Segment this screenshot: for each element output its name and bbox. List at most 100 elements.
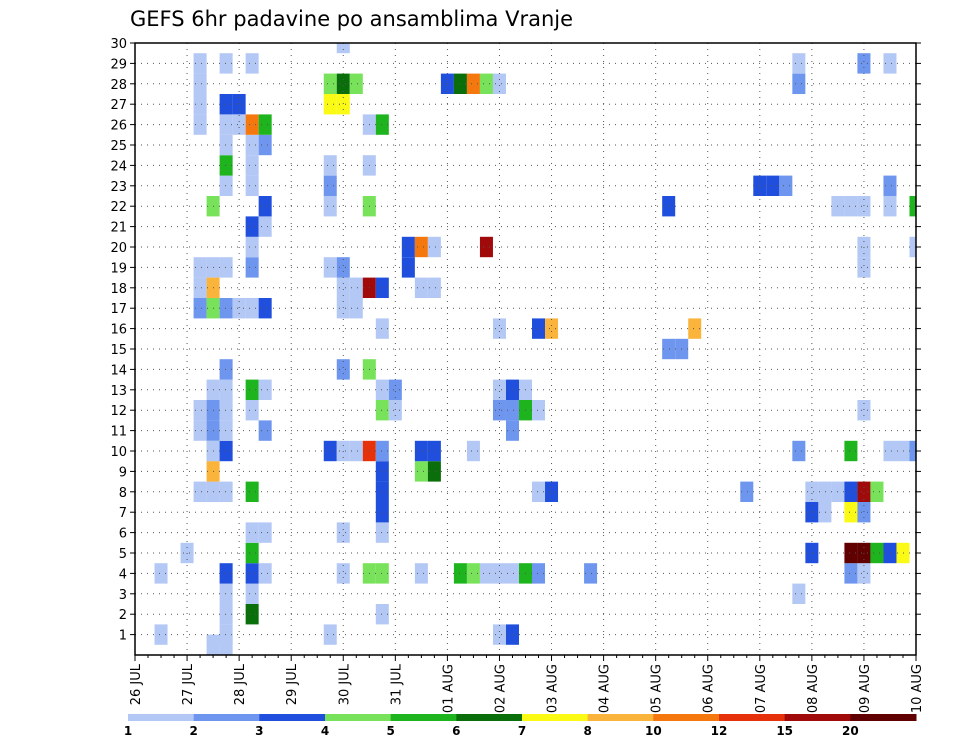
precip-cell	[154, 563, 168, 584]
y-tick-label: 26	[110, 119, 127, 134]
precip-cell	[857, 53, 871, 74]
precip-cell	[453, 73, 467, 94]
precip-cell	[232, 298, 246, 319]
precip-cell	[245, 604, 259, 625]
y-tick-label: 8	[119, 486, 127, 501]
precip-cell	[193, 420, 207, 441]
precip-cell	[336, 298, 350, 319]
precip-cell	[245, 563, 259, 584]
precip-cell	[245, 175, 259, 196]
y-tick-label: 15	[110, 343, 127, 358]
colorbar-swatch	[259, 714, 326, 721]
precip-cell	[857, 481, 871, 502]
precip-cell	[401, 236, 415, 258]
precip-cell	[219, 134, 233, 156]
precip-cell	[844, 196, 858, 217]
colorbar-label: 1	[124, 724, 132, 738]
precip-cell	[427, 440, 441, 462]
precip-cell	[349, 277, 363, 298]
y-tick-label: 1	[119, 629, 127, 644]
precip-cell	[505, 420, 519, 441]
precip-cell	[818, 502, 832, 523]
precip-cell	[258, 379, 272, 400]
precip-cell	[584, 563, 598, 584]
precip-cell	[792, 440, 806, 462]
precip-cell	[414, 440, 428, 462]
precip-cell	[336, 94, 350, 115]
precip-cell	[219, 481, 233, 502]
precip-cell	[805, 481, 819, 502]
precip-cell	[245, 53, 259, 74]
precip-cell	[232, 94, 246, 115]
precip-cell	[896, 440, 910, 462]
x-tick-label: 06 AUG	[702, 664, 717, 713]
y-tick-label: 10	[110, 445, 127, 460]
colorbar-swatch	[128, 714, 195, 721]
colorbar-swatch	[390, 714, 457, 721]
precip-cell	[401, 257, 415, 278]
precip-cell	[219, 359, 233, 380]
precip-cell	[219, 155, 233, 176]
precip-cell	[193, 481, 207, 502]
precip-cell	[245, 522, 259, 543]
precip-cell	[414, 461, 428, 482]
precip-cell	[532, 400, 546, 421]
y-tick-label: 25	[110, 139, 127, 154]
precip-cell	[532, 318, 546, 339]
y-tick-label: 28	[110, 78, 127, 93]
x-tick-label: 05 AUG	[650, 664, 665, 713]
precip-cell	[219, 175, 233, 196]
x-tick-label: 30 JUL	[337, 663, 352, 705]
precip-cell	[193, 400, 207, 421]
chart-title: GEFS 6hr padavine po ansamblima Vranje	[130, 7, 573, 31]
precip-cell	[258, 196, 272, 217]
precip-cell	[857, 196, 871, 217]
precip-cell	[323, 440, 337, 462]
colorbar-label: 20	[842, 724, 859, 738]
y-tick-label: 13	[110, 384, 127, 399]
precip-cell	[545, 318, 559, 339]
precip-cell	[245, 481, 259, 502]
precip-cell	[479, 73, 493, 94]
colorbar-label: 6	[452, 724, 460, 738]
precip-cell	[336, 359, 350, 380]
precip-cell	[219, 257, 233, 278]
y-tick-label: 19	[110, 261, 127, 276]
precip-cell	[505, 624, 519, 645]
y-tick-label: 4	[119, 567, 127, 582]
precip-cell	[375, 400, 389, 421]
precip-cell	[206, 634, 220, 655]
colorbar-label: 3	[255, 724, 263, 738]
precip-cell	[883, 53, 897, 74]
precip-cell	[219, 563, 233, 584]
precip-cell	[479, 236, 493, 258]
precip-cell	[258, 114, 272, 135]
y-tick-label: 22	[110, 200, 127, 215]
colorbar-label: 8	[583, 724, 591, 738]
colorbar-label: 2	[189, 724, 197, 738]
y-tick-label: 7	[119, 506, 127, 521]
precip-cell	[245, 134, 259, 156]
colorbar-label: 4	[321, 724, 329, 738]
precip-cell	[323, 175, 337, 196]
precip-cell	[662, 338, 676, 360]
precip-cell	[232, 114, 246, 135]
colorbar-swatch	[719, 714, 786, 721]
precip-cell	[219, 94, 233, 115]
precip-cell	[792, 53, 806, 74]
precip-cell	[336, 277, 350, 298]
precip-cell	[193, 94, 207, 115]
precip-cell	[375, 114, 389, 135]
precip-cell	[766, 175, 780, 196]
colorbar-swatch	[653, 714, 720, 721]
colorbar-legend: 1 2 3 4 5 6 7 8 10 12 15 20	[124, 714, 917, 738]
precip-cell	[336, 563, 350, 584]
precip-cell	[193, 277, 207, 298]
precip-cell	[414, 563, 428, 584]
precip-cell	[414, 277, 428, 298]
precip-cell	[245, 236, 259, 258]
precip-cell	[323, 196, 337, 217]
precip-cell	[375, 502, 389, 523]
y-tick-label: 21	[110, 221, 127, 236]
x-axis: 26 JUL 27 JUL 28 JUL 29 JUL 30 JUL 31 JUL 01 A…	[129, 655, 925, 713]
